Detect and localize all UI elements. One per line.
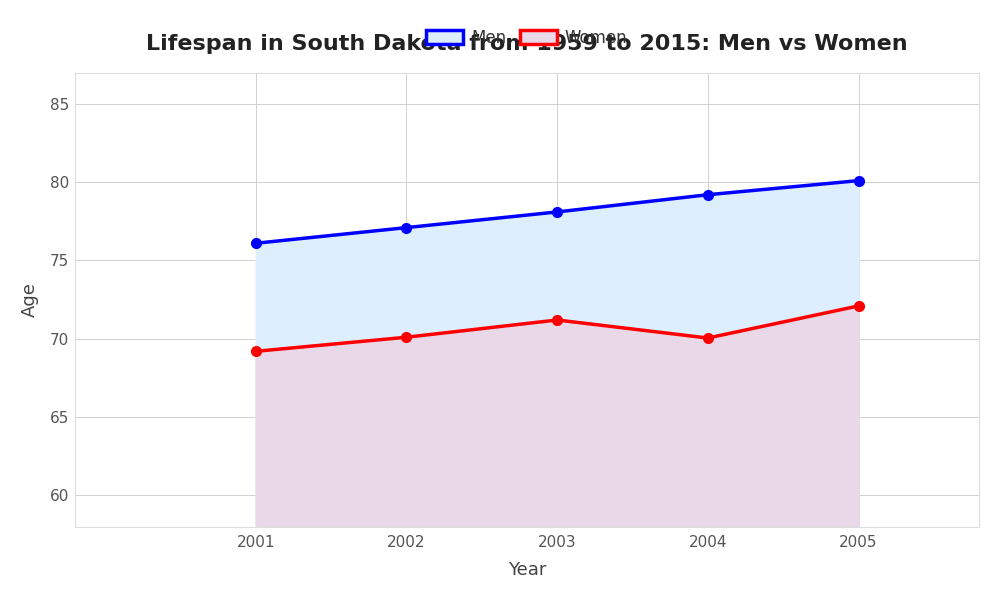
X-axis label: Year: Year — [508, 561, 546, 579]
Title: Lifespan in South Dakota from 1959 to 2015: Men vs Women: Lifespan in South Dakota from 1959 to 20… — [146, 34, 908, 55]
Y-axis label: Age: Age — [21, 282, 39, 317]
Legend: Men, Women: Men, Women — [420, 22, 634, 53]
